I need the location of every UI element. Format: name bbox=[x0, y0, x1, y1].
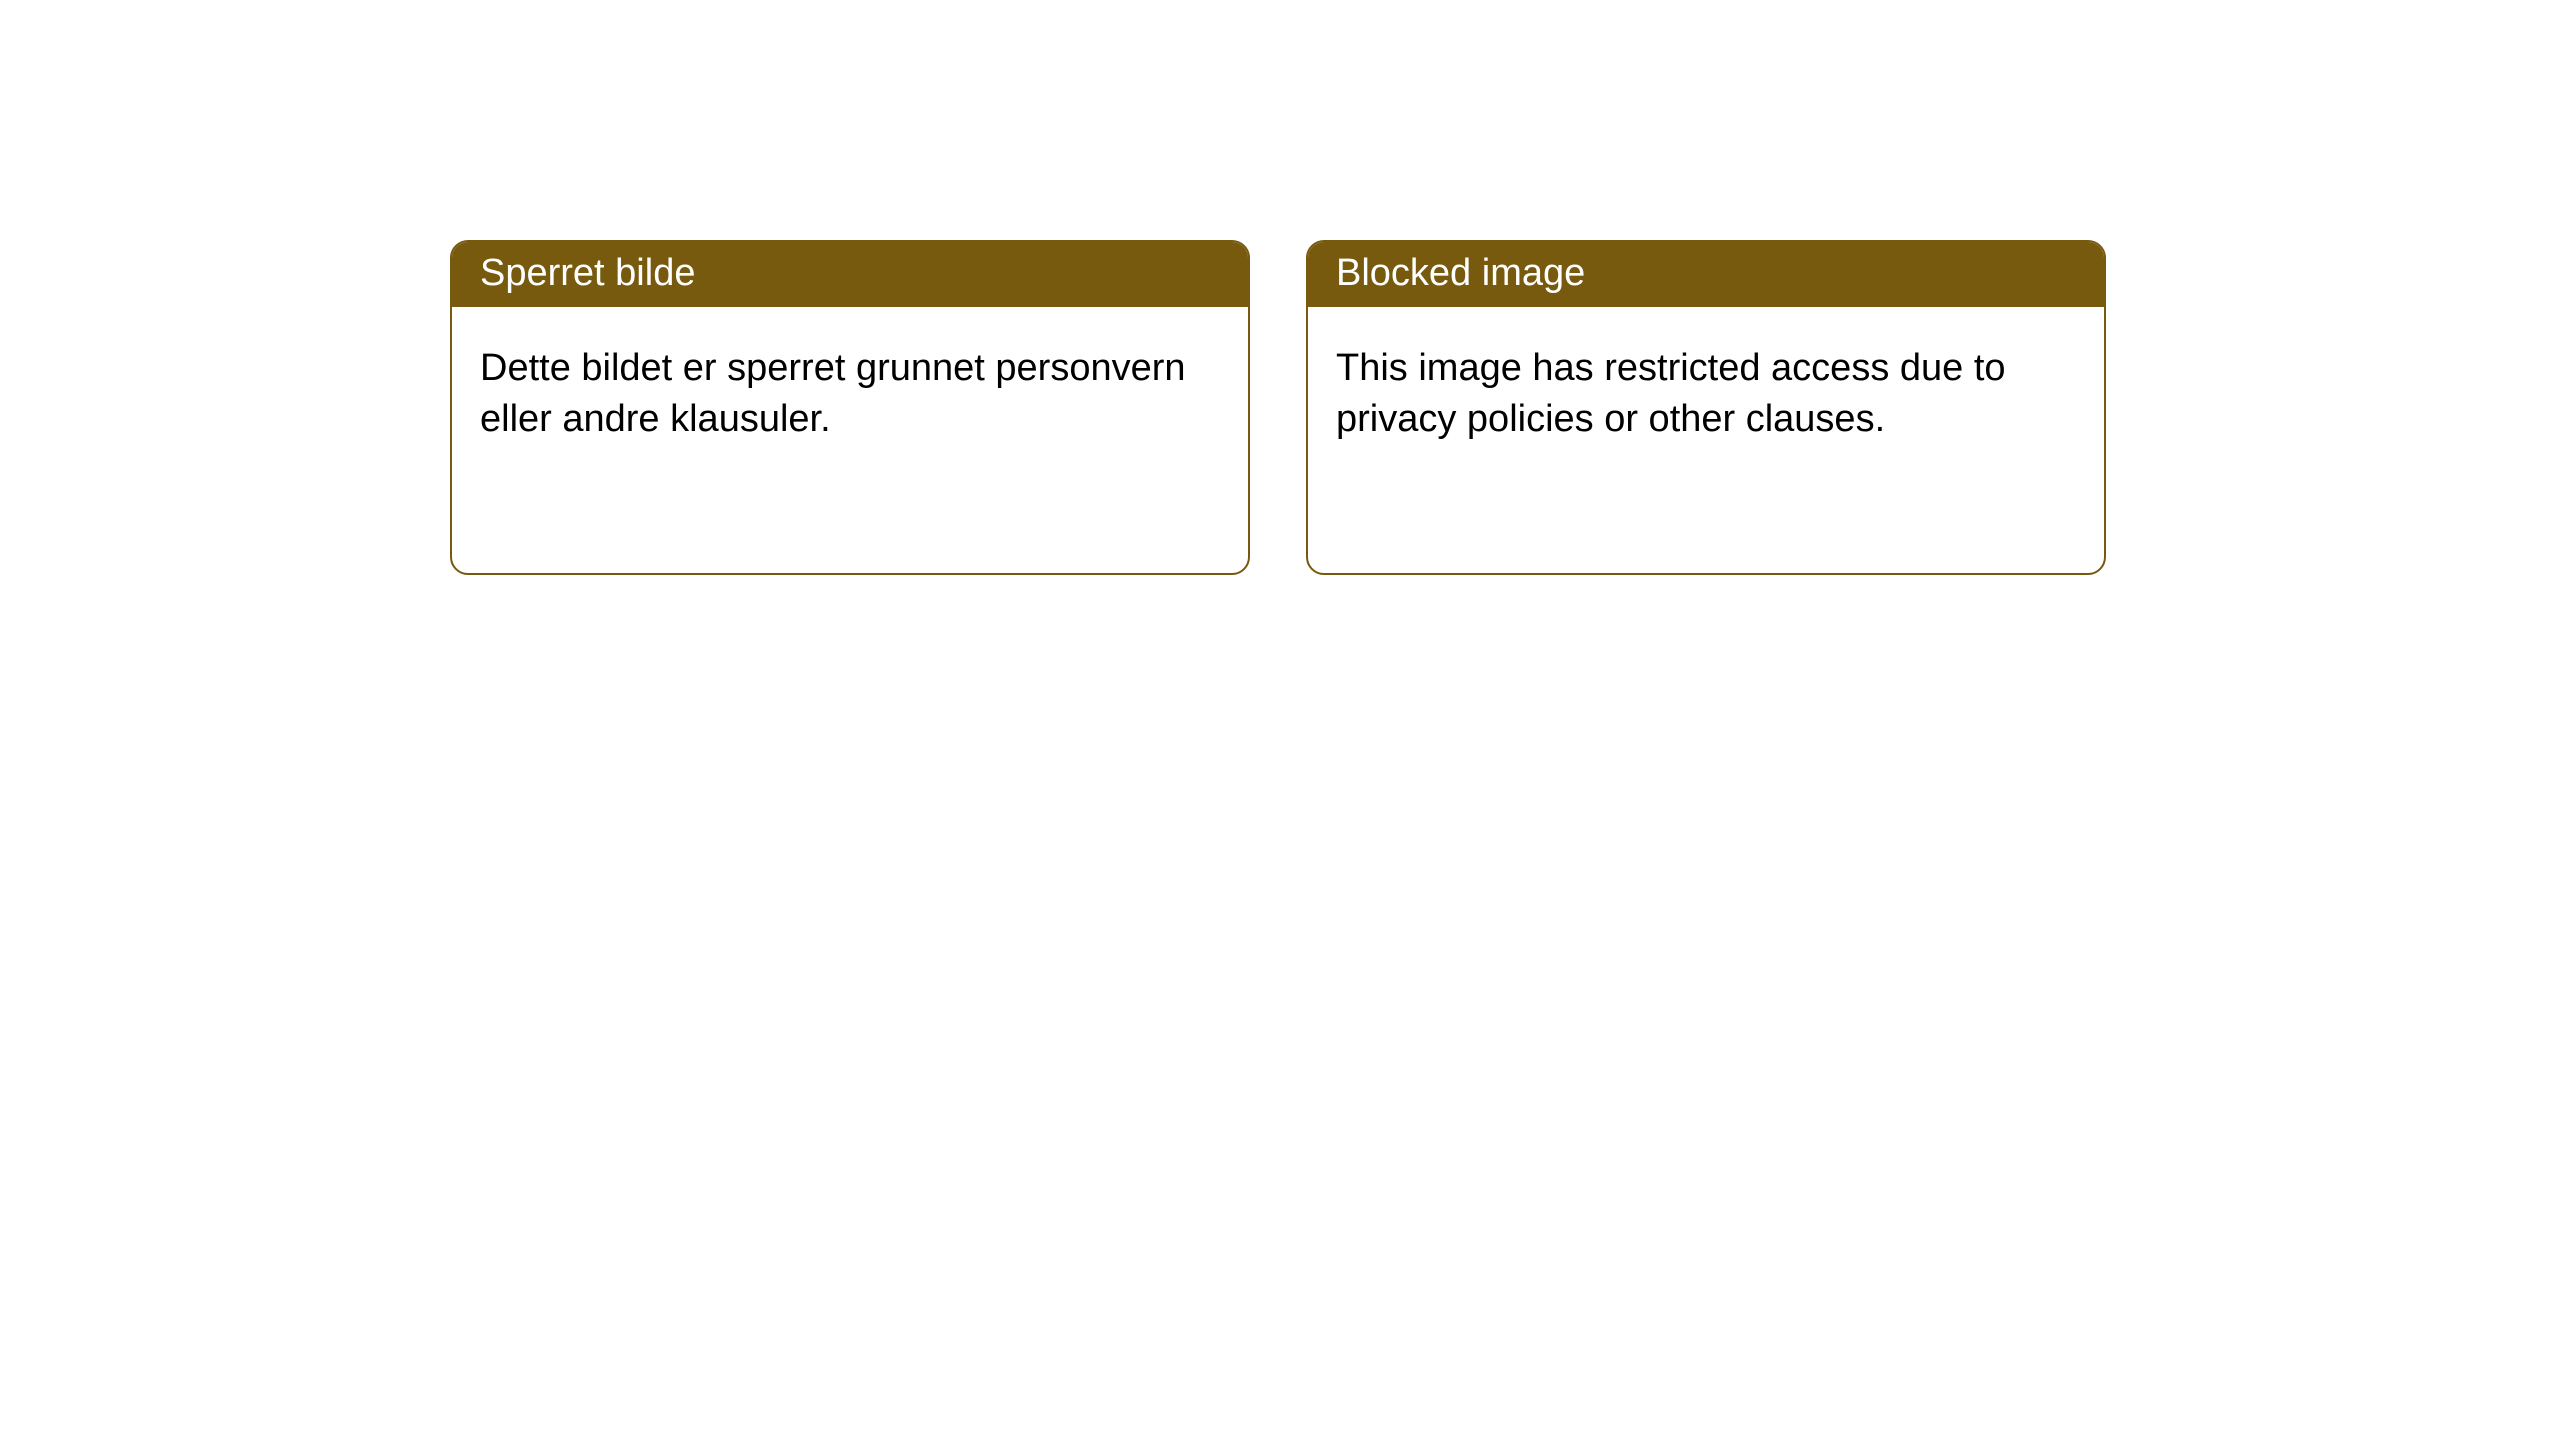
notice-card-title: Blocked image bbox=[1308, 242, 2104, 307]
notice-card-body: This image has restricted access due to … bbox=[1308, 307, 2104, 474]
notice-cards-container: Sperret bilde Dette bildet er sperret gr… bbox=[450, 240, 2106, 575]
notice-card-nb: Sperret bilde Dette bildet er sperret gr… bbox=[450, 240, 1250, 575]
notice-card-body: Dette bildet er sperret grunnet personve… bbox=[452, 307, 1248, 474]
notice-card-en: Blocked image This image has restricted … bbox=[1306, 240, 2106, 575]
notice-card-title: Sperret bilde bbox=[452, 242, 1248, 307]
